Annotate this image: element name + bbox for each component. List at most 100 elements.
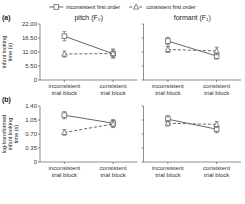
x-tick: [113, 80, 114, 82]
error-bar: [215, 47, 219, 55]
x-axis: [144, 80, 242, 81]
x-tick-label: consistenttrial block: [203, 165, 230, 178]
text-line: consistent: [203, 165, 230, 171]
y-tick-label: 0.35: [25, 145, 37, 151]
point: [111, 51, 116, 56]
y-tick-label: 0: [34, 159, 38, 165]
point: [111, 51, 116, 56]
point: [166, 39, 171, 44]
x-tick-label: consistenttrial block: [203, 83, 230, 96]
panel: inconsistenttrial blockconsistenttrial b…: [142, 14, 242, 96]
legend-label: consistent first order: [146, 4, 196, 10]
y-axis: [40, 106, 41, 162]
y-axis: [143, 24, 144, 80]
marks: [165, 116, 219, 133]
y-tick-label: 5.50: [25, 63, 37, 69]
x-tick-label: inconsistenttrial block: [152, 83, 184, 96]
marks: [62, 112, 116, 136]
y-label: infant lookingtime (s): [1, 36, 13, 68]
text-line: trial block: [155, 90, 181, 96]
x-axis: [144, 162, 242, 163]
text-line: time (s): [13, 125, 19, 144]
x-tick-label: inconsistenttrial block: [152, 165, 184, 178]
title: formant (F₁): [174, 14, 211, 22]
error-bar: [62, 51, 66, 57]
x-tick-label: inconsistenttrial block: [49, 83, 81, 96]
error-bar: [62, 130, 66, 136]
x-tick: [64, 80, 65, 82]
point: [165, 120, 170, 125]
text-line: inconsistent: [152, 83, 184, 89]
text-line: trial block: [52, 172, 78, 178]
y-tick-label: 22.00: [22, 21, 38, 27]
chart: 05.5011.0016.5022.00inconsistenttrial bl…: [0, 0, 245, 204]
legend-item: consistent first order: [129, 4, 196, 10]
x-tick: [216, 80, 217, 82]
text-line: consistent: [100, 83, 127, 89]
x-tick-label: consistenttrial block: [100, 165, 127, 178]
point: [214, 48, 219, 53]
error-bar: [62, 32, 66, 41]
series-line: [168, 119, 217, 129]
text-line: trial block: [100, 90, 126, 96]
legend-marker: [54, 5, 59, 10]
panel: inconsistenttrial blockconsistenttrial b…: [142, 106, 242, 178]
text-line: consistent: [203, 83, 230, 89]
series-line: [64, 36, 113, 54]
text-line: consistent: [100, 165, 127, 171]
legend-label: inconsistent first order: [66, 4, 120, 10]
series-line: [64, 53, 113, 55]
text-line: inconsistent: [152, 165, 184, 171]
error-bar: [166, 120, 170, 126]
error-bar: [111, 49, 115, 58]
legend-marker: [134, 4, 139, 9]
x-tick-label: consistenttrial block: [100, 83, 127, 96]
point: [214, 122, 219, 127]
series-line: [168, 41, 217, 56]
series-line: [168, 49, 217, 51]
panel: 00.350.701.051.40inconsistenttrial block…: [1, 96, 138, 178]
text-line: trial block: [100, 172, 126, 178]
y-tick-label: 1.40: [25, 103, 37, 109]
title: pitch (F₀): [74, 14, 103, 22]
point: [214, 127, 219, 132]
text-line: trial block: [204, 172, 230, 178]
series-line: [168, 123, 217, 124]
text-line: trial block: [204, 90, 230, 96]
y-label: log-transformedinfant lookingtime (s): [1, 115, 19, 154]
error-bar: [166, 37, 170, 45]
error-bar: [215, 122, 219, 128]
point: [165, 47, 170, 52]
legend-item: inconsistent first order: [49, 4, 120, 10]
marks: [165, 37, 219, 59]
text-line: time (s): [7, 43, 13, 62]
x-tick: [167, 80, 168, 82]
x-axis: [40, 80, 138, 81]
point: [62, 113, 67, 118]
y-tick-label: 11.00: [22, 49, 37, 55]
text-line: inconsistent: [49, 83, 81, 89]
point: [111, 121, 116, 126]
annotation: (a): [2, 14, 11, 22]
error-bar: [62, 112, 66, 119]
error-bar: [111, 120, 115, 127]
annotation: (b): [2, 96, 11, 104]
legend: inconsistent first order consistent first…: [49, 4, 195, 10]
error-bar: [111, 120, 115, 127]
text-line: trial block: [52, 90, 78, 96]
point: [62, 130, 67, 135]
y-tick-label: 16.50: [22, 35, 38, 41]
point: [62, 34, 67, 39]
text-line: inconsistent: [49, 165, 81, 171]
panel: 05.5011.0016.5022.00inconsistenttrial bl…: [1, 14, 138, 96]
y-axis: [143, 106, 144, 162]
point: [62, 51, 67, 56]
series-line: [64, 115, 113, 123]
marks: [62, 32, 116, 58]
y-tick-label: 0.70: [25, 131, 37, 137]
y-tick-label: 0: [34, 77, 38, 83]
y-axis: [40, 24, 41, 80]
x-tick-label: inconsistenttrial block: [49, 165, 81, 178]
point: [111, 121, 116, 126]
error-bar: [166, 46, 170, 52]
